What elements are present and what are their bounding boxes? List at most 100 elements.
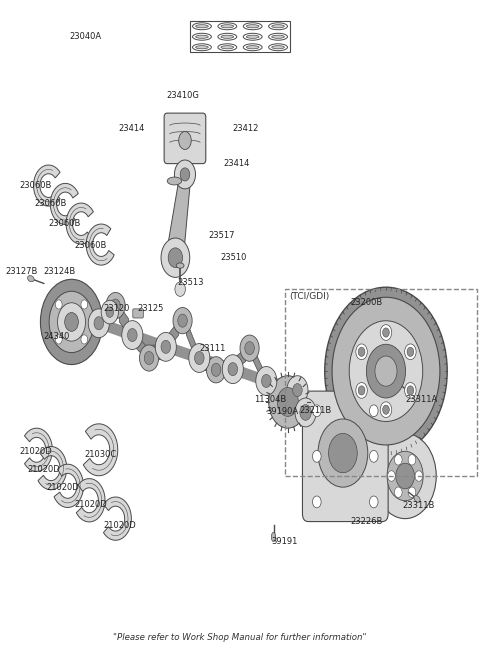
Ellipse shape	[272, 25, 284, 28]
Circle shape	[144, 351, 154, 365]
Circle shape	[293, 384, 302, 397]
Text: 23040A: 23040A	[69, 32, 101, 41]
Text: 23410G: 23410G	[166, 91, 199, 101]
Ellipse shape	[27, 275, 34, 282]
Circle shape	[374, 434, 436, 518]
Polygon shape	[136, 335, 145, 358]
Circle shape	[278, 390, 288, 403]
Ellipse shape	[243, 23, 262, 30]
Circle shape	[173, 307, 192, 334]
Polygon shape	[38, 447, 67, 489]
Ellipse shape	[196, 25, 208, 28]
Circle shape	[106, 307, 114, 317]
Text: 23414: 23414	[223, 159, 250, 168]
Polygon shape	[253, 348, 263, 381]
Circle shape	[206, 357, 226, 383]
Text: 23311B: 23311B	[403, 501, 435, 510]
Ellipse shape	[246, 25, 259, 28]
Ellipse shape	[192, 44, 211, 51]
Circle shape	[366, 344, 406, 398]
Text: 21020D: 21020D	[75, 500, 108, 509]
Circle shape	[111, 299, 120, 312]
Circle shape	[370, 451, 378, 463]
Circle shape	[58, 303, 85, 341]
Circle shape	[161, 340, 170, 353]
Circle shape	[81, 335, 88, 344]
Circle shape	[407, 347, 414, 356]
Circle shape	[370, 405, 378, 417]
Circle shape	[277, 388, 299, 417]
Ellipse shape	[192, 34, 211, 40]
Ellipse shape	[221, 25, 234, 28]
Circle shape	[55, 335, 62, 344]
Polygon shape	[167, 177, 191, 264]
Circle shape	[189, 344, 210, 373]
Ellipse shape	[243, 34, 262, 40]
Circle shape	[49, 291, 94, 353]
Circle shape	[122, 321, 143, 350]
Text: 21020D: 21020D	[27, 465, 60, 474]
Circle shape	[300, 405, 312, 420]
Polygon shape	[104, 497, 132, 540]
Text: 21020D: 21020D	[20, 447, 53, 456]
Polygon shape	[287, 384, 294, 402]
Circle shape	[405, 382, 416, 398]
Circle shape	[405, 344, 416, 359]
Circle shape	[40, 279, 103, 365]
Text: 23513: 23513	[178, 278, 204, 287]
Circle shape	[240, 335, 259, 361]
Text: 23510: 23510	[221, 253, 247, 262]
Text: "Please refer to Work Shop Manual for further information": "Please refer to Work Shop Manual for fu…	[113, 633, 367, 642]
Circle shape	[178, 314, 187, 327]
Text: 23111: 23111	[199, 344, 226, 353]
Text: 39191: 39191	[271, 537, 298, 546]
Circle shape	[161, 238, 190, 277]
Circle shape	[312, 405, 321, 417]
Text: 21030C: 21030C	[84, 450, 117, 459]
Circle shape	[256, 367, 277, 396]
Circle shape	[156, 332, 176, 361]
Polygon shape	[86, 224, 114, 265]
Text: 23414: 23414	[118, 124, 144, 133]
Polygon shape	[50, 183, 78, 225]
Text: 23124B: 23124B	[44, 267, 76, 276]
Ellipse shape	[272, 46, 284, 49]
Circle shape	[180, 168, 190, 181]
Ellipse shape	[179, 131, 191, 149]
Circle shape	[388, 471, 395, 482]
Ellipse shape	[221, 35, 234, 38]
Circle shape	[383, 328, 389, 337]
Ellipse shape	[271, 532, 276, 541]
FancyBboxPatch shape	[164, 113, 206, 164]
Circle shape	[88, 309, 109, 338]
Polygon shape	[54, 464, 84, 507]
Circle shape	[128, 328, 137, 342]
Ellipse shape	[246, 46, 259, 49]
Polygon shape	[237, 348, 246, 369]
Text: 23200B: 23200B	[350, 298, 383, 307]
Ellipse shape	[196, 46, 208, 49]
Circle shape	[395, 455, 402, 465]
Polygon shape	[203, 358, 212, 370]
Text: 23211B: 23211B	[300, 406, 332, 415]
Polygon shape	[66, 203, 94, 244]
Ellipse shape	[269, 34, 288, 40]
Text: 21020D: 21020D	[46, 483, 79, 491]
Ellipse shape	[269, 44, 288, 51]
Circle shape	[396, 463, 414, 489]
Polygon shape	[169, 321, 179, 347]
Circle shape	[245, 342, 254, 355]
Ellipse shape	[196, 35, 208, 38]
Circle shape	[324, 287, 447, 455]
Text: 24340: 24340	[44, 332, 70, 341]
Circle shape	[358, 386, 365, 395]
Circle shape	[383, 405, 389, 415]
Circle shape	[387, 451, 423, 501]
FancyBboxPatch shape	[302, 391, 388, 522]
Text: 23120: 23120	[104, 304, 130, 313]
Polygon shape	[84, 424, 118, 476]
Polygon shape	[24, 428, 52, 472]
Text: 23060B: 23060B	[75, 240, 107, 250]
Circle shape	[174, 160, 195, 189]
Polygon shape	[103, 306, 112, 323]
